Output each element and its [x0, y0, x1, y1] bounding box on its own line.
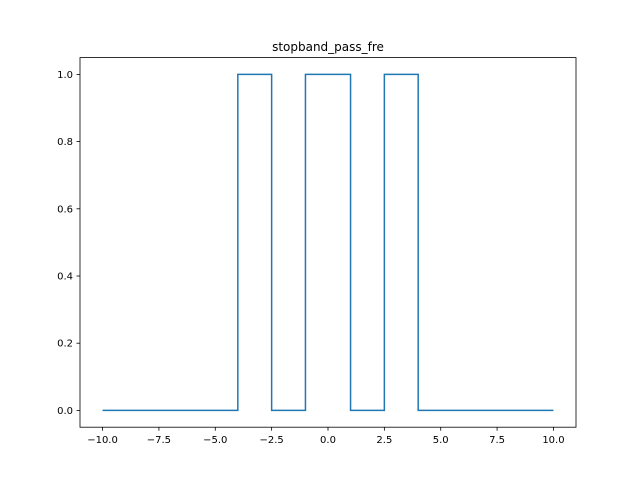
- chart-title: stopband_pass_fre: [272, 40, 384, 54]
- series-line-0: [102, 73, 554, 412]
- x-tick-label: 10.0: [542, 435, 564, 446]
- plot-frame: [79, 57, 577, 428]
- x-tick-label: 7.5: [489, 435, 505, 446]
- x-tick-label: −5.0: [203, 435, 227, 446]
- x-tick-label: −2.5: [259, 435, 283, 446]
- plot-area: [102, 73, 554, 412]
- y-tick-label: 0.2: [57, 339, 73, 350]
- x-tick-label: −7.5: [147, 435, 171, 446]
- x-tick-label: −10.0: [87, 435, 118, 446]
- y-axis: 0.0 0.2 0.4 0.6 0.8 1.0: [57, 70, 80, 417]
- y-tick-label: 0.0: [57, 406, 73, 417]
- y-tick-label: 0.8: [57, 137, 73, 148]
- x-tick-label: 2.5: [376, 435, 392, 446]
- x-tick-label: 0.0: [320, 435, 336, 446]
- y-tick-label: 0.6: [57, 204, 73, 215]
- x-tick-label: 5.0: [433, 435, 449, 446]
- y-tick-label: 1.0: [57, 70, 73, 81]
- x-axis: −10.0 −7.5 −5.0 −2.5 0.0 2.5 5.0 7.5 10.0: [87, 427, 565, 446]
- y-tick-label: 0.4: [57, 272, 73, 283]
